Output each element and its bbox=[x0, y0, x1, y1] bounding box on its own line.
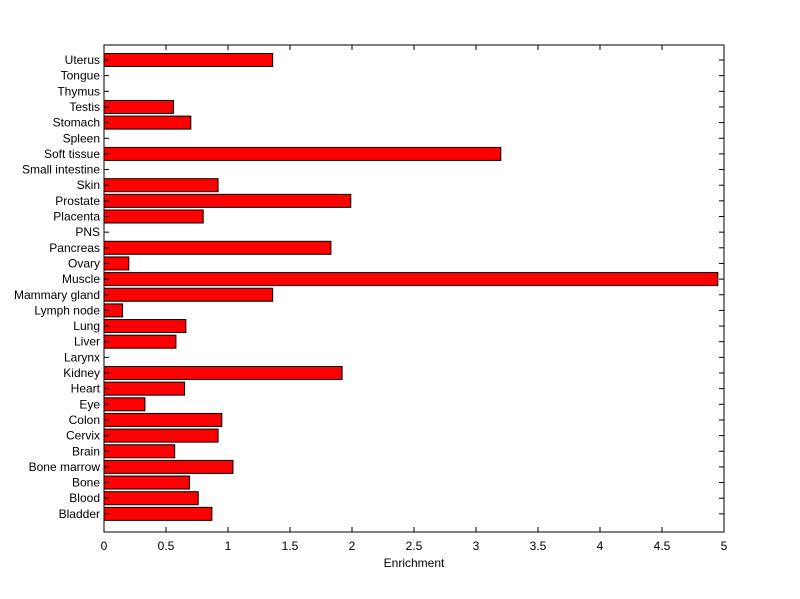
x-tick-label: 3 bbox=[473, 539, 480, 553]
y-tick-label: Placenta bbox=[53, 210, 100, 224]
y-tick-label: Kidney bbox=[63, 366, 100, 380]
bar-liver bbox=[103, 334, 177, 349]
x-tick-label: 0.5 bbox=[158, 539, 175, 553]
y-tick-label: Colon bbox=[69, 413, 100, 427]
bar-heart bbox=[103, 381, 186, 396]
bar-uterus bbox=[103, 53, 274, 67]
y-tick-label: Liver bbox=[74, 335, 100, 349]
y-tick-label: Brain bbox=[72, 444, 100, 458]
y-tick-label: Eye bbox=[79, 397, 100, 411]
bar-eye bbox=[103, 397, 146, 412]
x-tick-label: 1.5 bbox=[282, 539, 299, 553]
y-tick-label: Blood bbox=[69, 491, 100, 505]
x-tick-label: 4.5 bbox=[654, 539, 671, 553]
y-tick-label: Bladder bbox=[59, 507, 100, 521]
x-tick-label: 4 bbox=[597, 539, 604, 553]
x-tick-label: 1 bbox=[225, 539, 232, 553]
x-tick-label: 2.5 bbox=[406, 539, 423, 553]
y-tick-label: Bone bbox=[72, 476, 100, 490]
y-tick-label: Larynx bbox=[64, 350, 100, 364]
y-tick-label: Pancreas bbox=[49, 241, 100, 255]
y-tick-label: Thymus bbox=[57, 84, 100, 98]
y-tick-label: Soft tissue bbox=[44, 147, 100, 161]
bar-pancreas bbox=[103, 240, 332, 255]
y-tick-label: Uterus bbox=[65, 53, 100, 67]
y-tick-label: Testis bbox=[69, 100, 100, 114]
bar-colon bbox=[103, 412, 223, 427]
y-tick-label: Prostate bbox=[55, 194, 100, 208]
y-tick-label: Cervix bbox=[66, 429, 100, 443]
y-tick-label: Lung bbox=[73, 319, 100, 333]
y-tick-label: Ovary bbox=[68, 256, 100, 270]
plot-frame bbox=[103, 44, 725, 533]
x-tick-layer: 0 0.5 1 1.5 2 2.5 3 3.5 4 4.5 5 bbox=[101, 45, 728, 553]
bar-blood bbox=[103, 491, 199, 506]
y-tick-label: PNS bbox=[75, 225, 100, 239]
y-tick-label: Bone marrow bbox=[29, 460, 101, 474]
x-tick-label: 3.5 bbox=[530, 539, 547, 553]
y-tick-label: Skin bbox=[77, 178, 100, 192]
bar-lung bbox=[103, 319, 187, 334]
bar-cervix bbox=[103, 428, 219, 443]
bar-prostate bbox=[103, 193, 352, 208]
y-tick-label: Stomach bbox=[53, 116, 100, 130]
bar-mammary-gland bbox=[103, 287, 274, 302]
bar-placenta bbox=[103, 209, 204, 224]
y-tick-label: Spleen bbox=[63, 131, 100, 145]
y-tick-label: Muscle bbox=[62, 272, 100, 286]
y-tick-label: Tongue bbox=[61, 69, 101, 83]
bar-testis bbox=[103, 99, 174, 114]
bar-bone-marrow bbox=[103, 459, 234, 474]
bar-stomach bbox=[103, 115, 192, 130]
x-axis-label: Enrichment bbox=[384, 556, 445, 570]
x-tick-label: 5 bbox=[721, 539, 728, 553]
y-tick-label: Heart bbox=[71, 382, 101, 396]
bar-skin bbox=[103, 178, 219, 193]
x-tick-label: 2 bbox=[349, 539, 356, 553]
y-tick-label: Lymph node bbox=[34, 303, 100, 317]
y-tick-label: Mammary gland bbox=[14, 288, 100, 302]
bar-brain bbox=[103, 444, 176, 459]
y-tick-label: Small intestine bbox=[22, 163, 100, 177]
bar-muscle bbox=[103, 272, 719, 287]
x-tick-label: 0 bbox=[101, 539, 108, 553]
bar-kidney bbox=[103, 366, 343, 380]
bar-soft-tissue bbox=[103, 146, 502, 161]
bar-bladder bbox=[103, 506, 213, 521]
bar-bone bbox=[103, 475, 191, 490]
